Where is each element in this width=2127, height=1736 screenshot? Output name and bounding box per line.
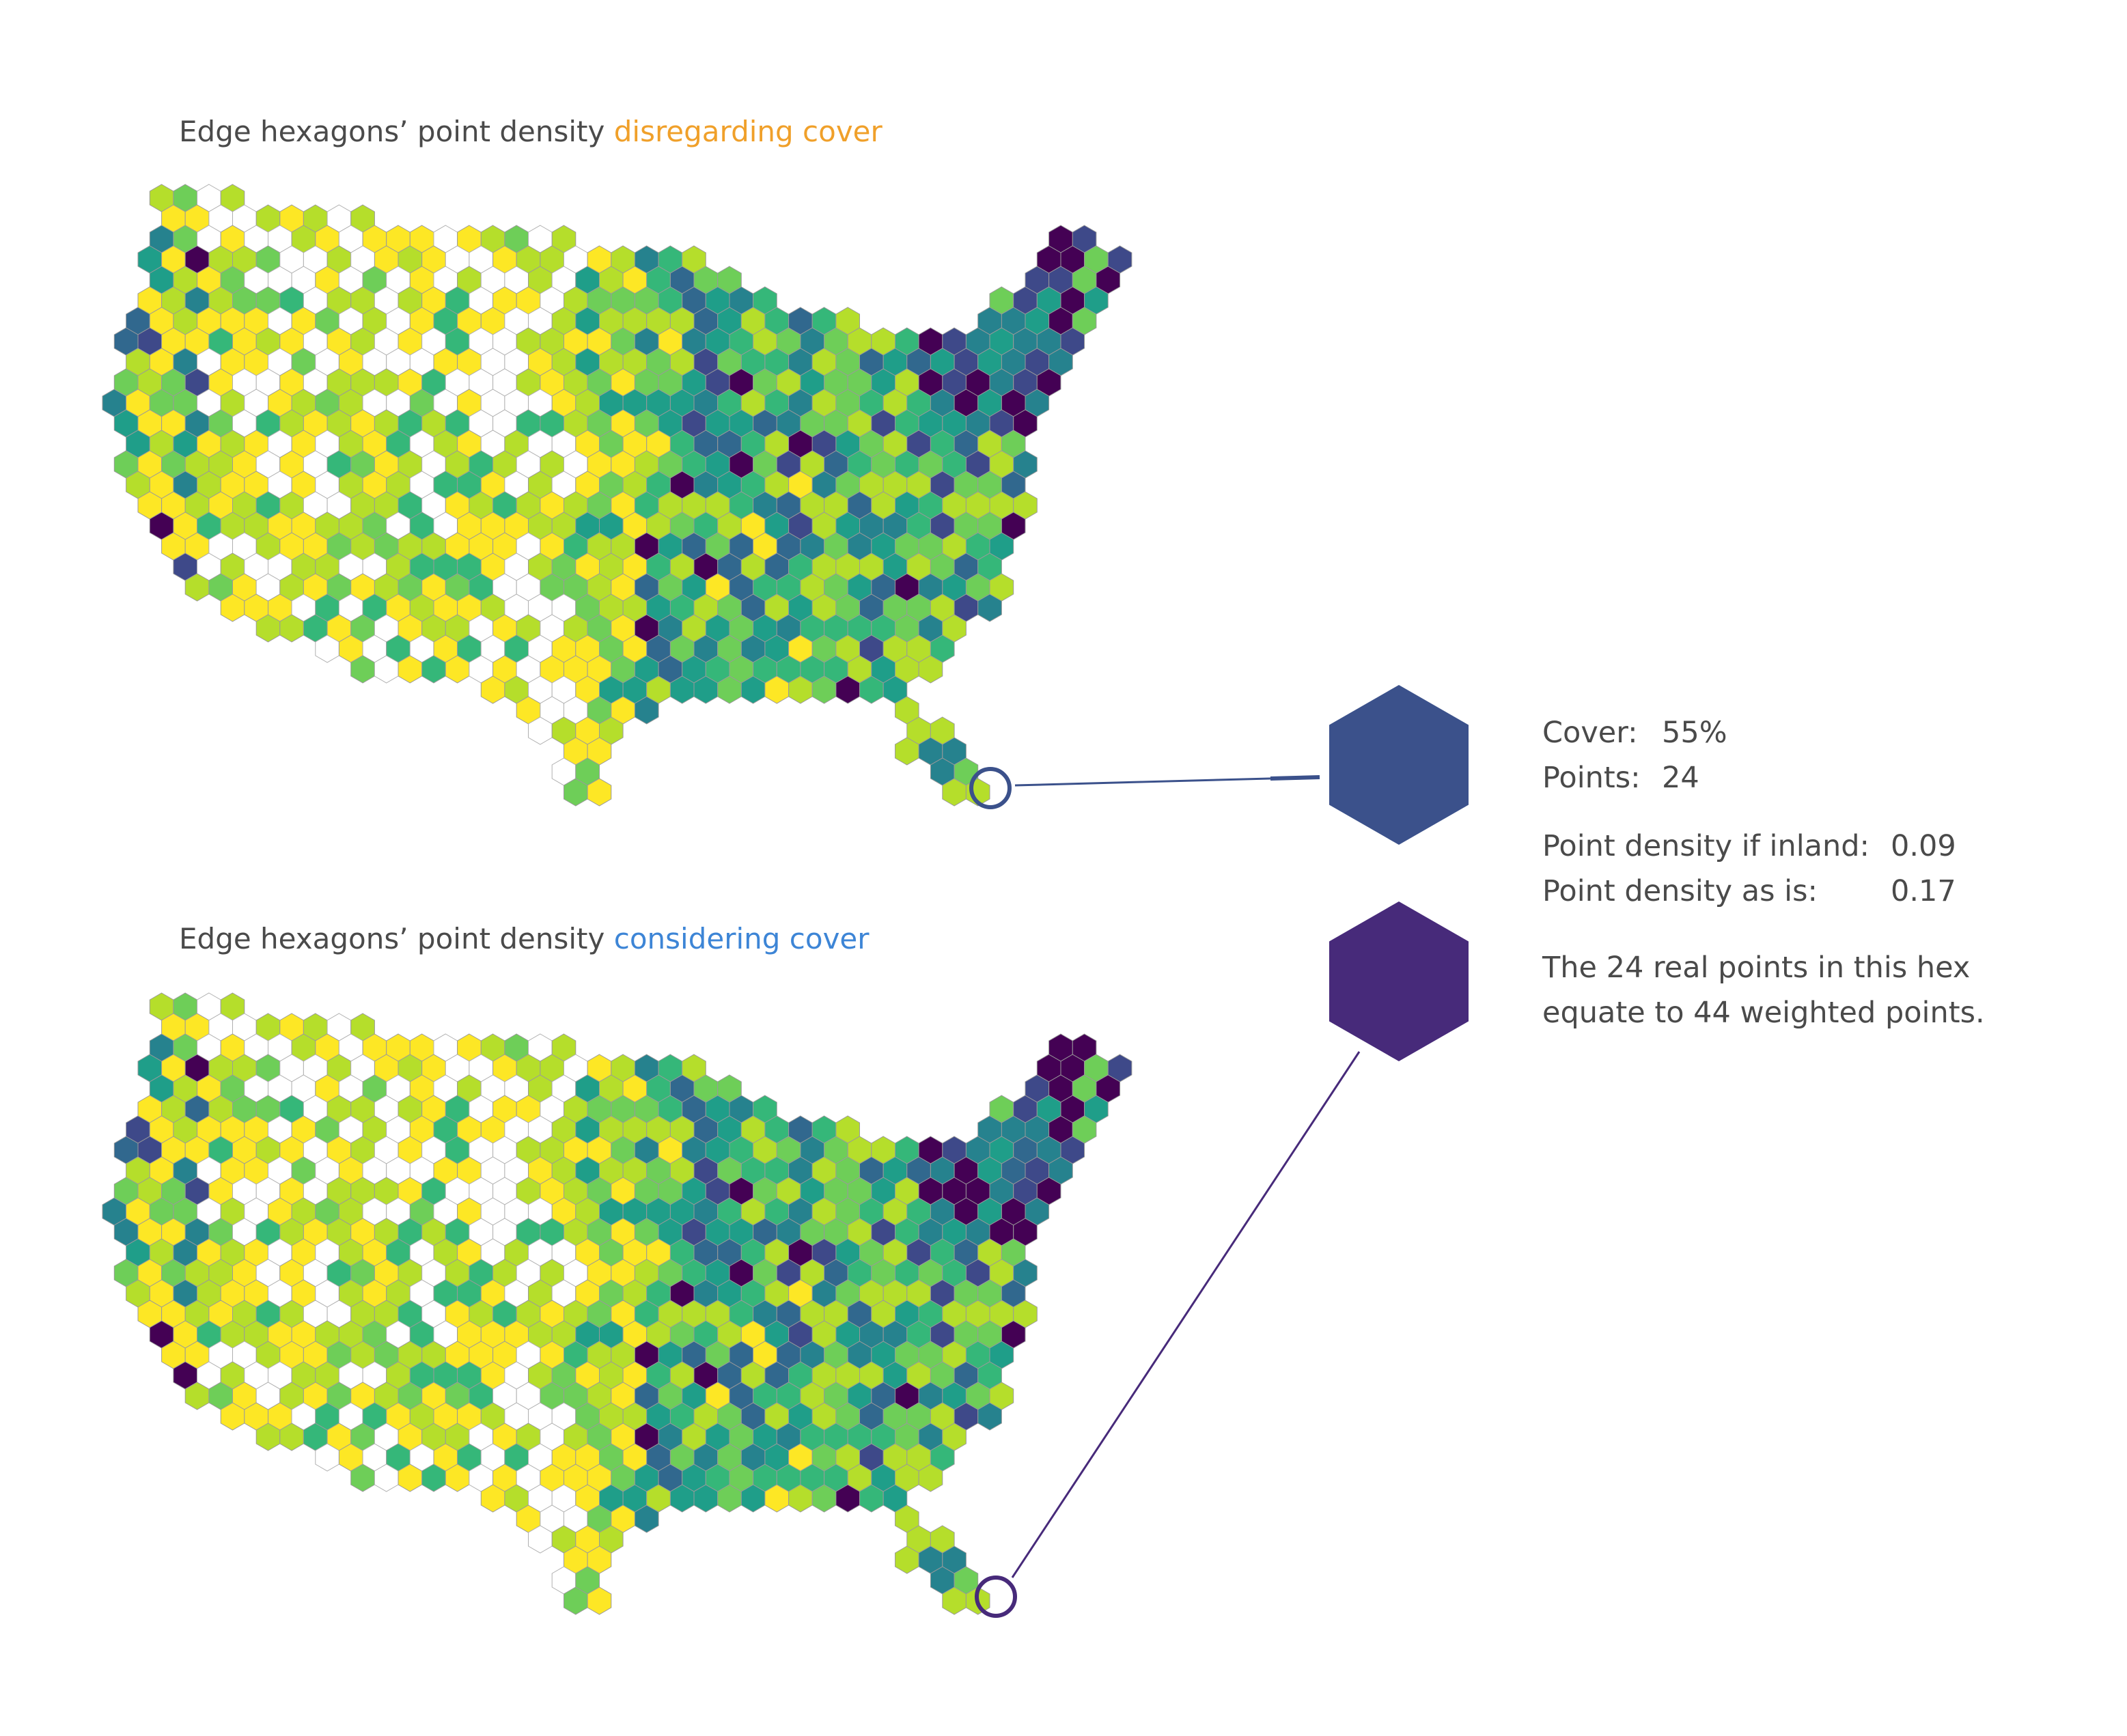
- inland-density-value: 0.09: [1891, 829, 1956, 863]
- cover-value: 55%: [1662, 716, 1727, 750]
- callout-hex-inland: [1329, 685, 1469, 845]
- map-title-highlight: considering cover: [613, 922, 870, 955]
- highlight-ring-top: [969, 767, 1012, 809]
- inland-density-row: Point density if inland: 0.09: [1542, 824, 1956, 869]
- hex-map-disregarding-cover: [102, 184, 1132, 807]
- hex-map-considering-cover: [102, 992, 1132, 1615]
- note-line-2: equate to 44 weighted points.: [1542, 996, 1985, 1030]
- hex-cell: [587, 778, 612, 807]
- connector-line-top-end: [1270, 775, 1320, 781]
- asis-density-value: 0.17: [1891, 874, 1956, 908]
- asis-density-row: Point density as is: 0.17: [1542, 869, 1956, 914]
- points-value: 24: [1662, 761, 1699, 795]
- hex-cell: [587, 1586, 612, 1615]
- highlight-ring-bottom: [975, 1576, 1017, 1618]
- callout-hex-as-is: [1329, 901, 1469, 1061]
- hex-cell: [918, 1464, 943, 1492]
- cover-label: Cover:: [1542, 716, 1638, 750]
- map-title-considering: Edge hexagons’ point density considering…: [179, 922, 870, 955]
- inland-density-label: Point density if inland:: [1542, 829, 1870, 863]
- map-title-prefix: Edge hexagons’ point density: [179, 115, 605, 148]
- hex-cell: [634, 696, 659, 725]
- points-row: Points: 24: [1542, 755, 1699, 800]
- hex-cell: [977, 1402, 1002, 1431]
- map-title-disregarding: Edge hexagons’ point density disregardin…: [179, 115, 882, 148]
- connector-line-bottom: [1011, 1051, 1361, 1578]
- hex-cell: [977, 593, 1002, 622]
- cover-row: Cover: 55%: [1542, 710, 1727, 755]
- map-title-highlight: disregarding cover: [613, 115, 882, 148]
- note-line-1: The 24 real points in this hex: [1542, 951, 1971, 985]
- connector-line-top: [1014, 776, 1320, 787]
- map-title-prefix: Edge hexagons’ point density: [179, 922, 605, 955]
- hex-cell: [918, 655, 943, 684]
- points-label: Points:: [1542, 761, 1641, 795]
- hex-cell: [634, 1504, 659, 1533]
- asis-density-label: Point density as is:: [1542, 874, 1818, 908]
